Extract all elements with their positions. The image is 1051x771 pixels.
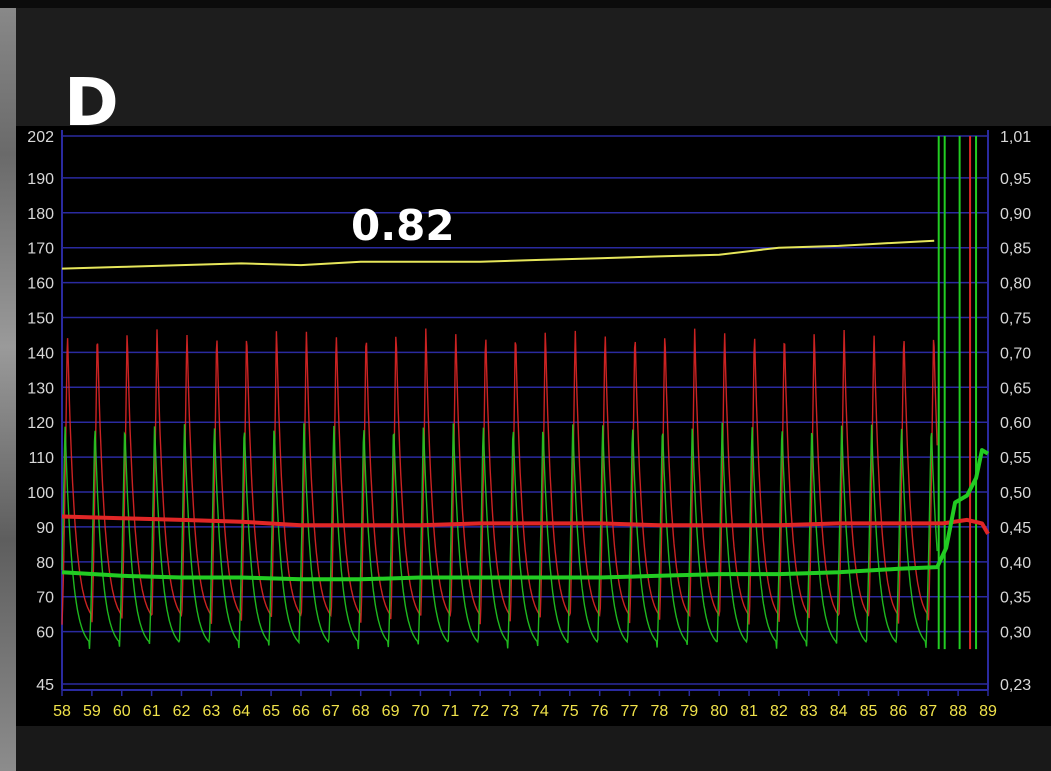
left-tick-label: 60: [36, 625, 54, 642]
x-tick-label: 87: [919, 703, 937, 720]
x-tick-label: 72: [471, 703, 489, 720]
x-tick-label: 66: [292, 703, 310, 720]
x-tick-label: 67: [322, 703, 340, 720]
header-area: [16, 8, 1051, 126]
bottom-area: [16, 726, 1051, 771]
left-tick-label: 70: [36, 590, 54, 607]
x-tick-label: 86: [889, 703, 907, 720]
left-tick-label: 45: [36, 677, 54, 694]
green_wave-series: [61, 422, 938, 650]
left-tick-label: 160: [27, 276, 54, 293]
panel-label: D: [64, 64, 119, 141]
left-tick-label: 140: [27, 345, 54, 362]
x-tick-label: 89: [979, 703, 997, 720]
x-tick-label: 60: [113, 703, 131, 720]
x-axis-ticks: 58 59 60 61 62 63 64 65 66 67 68 69 70 71 72 73 74 75 76 77…: [53, 690, 997, 720]
x-tick-label: 63: [202, 703, 220, 720]
right-tick-label: 0,75: [1000, 311, 1031, 328]
x-tick-label: 70: [412, 703, 430, 720]
left-tick-label: 100: [27, 485, 54, 502]
x-tick-label: 81: [740, 703, 758, 720]
x-tick-label: 85: [860, 703, 878, 720]
plot-frame: [61, 130, 989, 691]
red_wave-series: [61, 328, 938, 625]
left-axis-ticks: 202 190 180 170 160 150 140 130 120 110 100 90 80 70 6…: [27, 129, 54, 694]
x-tick-label: 82: [770, 703, 788, 720]
left-tick-label: 150: [27, 311, 54, 328]
left-tick-label: 130: [27, 380, 54, 397]
right-tick-label: 0,95: [1000, 171, 1031, 188]
top-band: [0, 0, 1051, 8]
x-tick-label: 73: [501, 703, 519, 720]
x-tick-label: 78: [651, 703, 669, 720]
right-tick-label: 0,60: [1000, 415, 1031, 432]
x-tick-label: 77: [621, 703, 639, 720]
green_mean-series: [61, 448, 990, 582]
x-tick-label: 79: [680, 703, 698, 720]
right-tick-label: 0,50: [1000, 485, 1031, 502]
x-tick-label: 74: [531, 703, 549, 720]
left-tick-label: 110: [28, 450, 54, 467]
left-tick-label: 120: [27, 415, 54, 432]
right-tick-label: 0,65: [1000, 380, 1031, 397]
right-tick-label: 0,80: [1000, 276, 1031, 293]
right-tick-label: 0,35: [1000, 590, 1031, 607]
left-tick-label: 90: [36, 520, 54, 537]
x-tick-label: 69: [382, 703, 400, 720]
right-tick-label: 0,45: [1000, 520, 1031, 537]
left-tick-label: 170: [27, 241, 54, 258]
value-annotation: 0.82: [351, 201, 455, 250]
monitor-chart: 202 190 180 170 160 150 140 130 120 110 100 90 80 70 6…: [16, 126, 1051, 726]
x-tick-label: 58: [53, 703, 71, 720]
left-tick-label: 80: [36, 555, 54, 572]
x-tick-label: 65: [262, 703, 280, 720]
x-tick-label: 71: [441, 703, 459, 720]
x-tick-label: 61: [143, 703, 161, 720]
right-tick-label: 0,70: [1000, 345, 1031, 362]
x-tick-label: 68: [352, 703, 370, 720]
right-tick-label: 0,85: [1000, 241, 1031, 258]
right-tick-label: 1,01: [1000, 129, 1031, 146]
right-tick-label: 0,23: [1000, 677, 1031, 694]
red_mean-series: [61, 514, 990, 535]
x-tick-label: 62: [173, 703, 191, 720]
x-tick-label: 64: [232, 703, 250, 720]
x-tick-label: 80: [710, 703, 728, 720]
grid-lines: [62, 135, 988, 685]
left-tick-label: 180: [27, 206, 54, 223]
left-image-edge: [0, 0, 16, 771]
right-tick-label: 0,30: [1000, 625, 1031, 642]
trend-layer: [61, 239, 990, 582]
left-tick-label: 202: [27, 129, 54, 146]
x-tick-label: 76: [591, 703, 609, 720]
x-tick-label: 59: [83, 703, 101, 720]
right-tick-label: 0,40: [1000, 555, 1031, 572]
x-tick-label: 75: [561, 703, 579, 720]
yellow_trace-series: [61, 239, 935, 270]
x-tick-label: 88: [949, 703, 967, 720]
chart-svg: 202 190 180 170 160 150 140 130 120 110 100 90 80 70 6…: [27, 129, 1031, 720]
right-tick-label: 0,55: [1000, 450, 1031, 467]
right-tick-label: 0,90: [1000, 206, 1031, 223]
x-tick-label: 83: [800, 703, 818, 720]
right-axis-ticks: 1,01 0,95 0,90 0,85 0,80 0,75 0,70 0,65 0,60 0,55…: [1000, 129, 1031, 694]
x-tick-label: 84: [830, 703, 848, 720]
left-tick-label: 190: [27, 171, 54, 188]
